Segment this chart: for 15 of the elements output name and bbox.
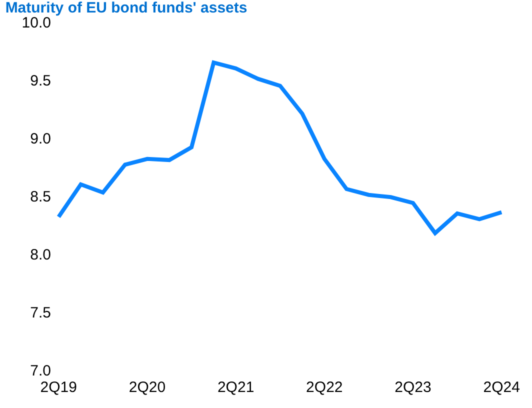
chart-title: Maturity of EU bond funds' assets: [5, 0, 248, 17]
x-tick-label: 2Q22: [306, 379, 343, 396]
y-tick-label: 8.0: [30, 246, 51, 264]
y-tick-label: 10.0: [22, 14, 51, 32]
y-tick-label: 8.5: [30, 188, 51, 206]
x-tick-label: 2Q19: [40, 379, 77, 396]
y-tick-label: 9.5: [30, 72, 51, 90]
y-tick-label: 7.5: [30, 304, 51, 322]
line-series: [56, 60, 504, 236]
x-tick-label: 2Q21: [217, 379, 254, 396]
x-tick-label: 2Q24: [483, 379, 520, 396]
x-tick-label: 2Q23: [394, 379, 432, 396]
y-tick-label: 7.0: [30, 362, 51, 380]
y-tick-label: 9.0: [30, 130, 51, 148]
x-tick-label: 2Q20: [128, 379, 166, 396]
